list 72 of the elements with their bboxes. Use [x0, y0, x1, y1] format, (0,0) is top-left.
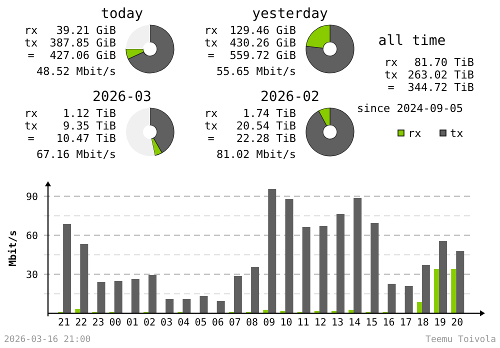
x-tick-label: 00 — [109, 317, 122, 328]
text: rx — [204, 107, 218, 120]
chart-title: yesterday — [252, 6, 328, 22]
y-tick-label: 60 — [26, 230, 38, 242]
text: 48.52 Mbit/s — [36, 65, 116, 78]
x-tick-label: 09 — [263, 317, 276, 328]
text: rx — [384, 56, 398, 69]
y-tick-label: 90 — [26, 192, 38, 203]
text: 1.12 TiB — [63, 107, 116, 120]
y-tick-label: 30 — [26, 270, 38, 281]
text: tx — [204, 120, 218, 132]
x-tick-label: 20 — [451, 317, 464, 328]
text: 344.72 TiB — [408, 81, 474, 94]
text: rx — [24, 107, 38, 120]
text: 2026-03-16 21:00 — [4, 335, 91, 345]
x-tick-label: 03 — [160, 317, 173, 328]
text: tx — [204, 36, 218, 50]
text: 263.02 TiB — [408, 68, 474, 82]
text: 387.85 GiB — [50, 36, 116, 50]
text: = — [208, 132, 215, 145]
x-tick-label: 13 — [331, 317, 344, 328]
text: 559.72 GiB — [230, 49, 296, 62]
text: tx — [24, 36, 38, 50]
x-tick-label: 07 — [228, 317, 241, 328]
text: 9.35 TiB — [63, 120, 116, 132]
chart-title: 2026-03 — [92, 89, 152, 105]
text: 81.70 TiB — [414, 56, 474, 69]
x-tick-label: 11 — [297, 317, 310, 328]
x-tick-label: 08 — [246, 317, 258, 328]
text: rx — [204, 24, 218, 37]
text: 67.16 Mbit/s — [36, 148, 116, 161]
text: 430.26 GiB — [230, 36, 296, 50]
legend-label: rx — [408, 127, 422, 140]
text: Teemu Toivola — [426, 335, 496, 345]
text: = — [28, 49, 35, 62]
text: 10.47 TiB — [56, 132, 116, 145]
x-tick-label: 22 — [75, 317, 88, 328]
text: 22.28 TiB — [236, 132, 296, 145]
text: = — [388, 81, 395, 94]
text: 427.06 GiB — [50, 49, 116, 62]
x-tick-label: 10 — [280, 317, 292, 328]
x-tick-label: 04 — [178, 317, 190, 328]
text: 55.65 Mbit/s — [216, 65, 296, 78]
chart-title: today — [100, 6, 144, 22]
x-tick-label: 06 — [212, 317, 224, 328]
text: all time — [378, 33, 446, 49]
text: 129.46 GiB — [230, 24, 296, 37]
text: = — [28, 132, 35, 145]
x-tick-label: 18 — [416, 317, 429, 328]
x-tick-label: 19 — [434, 317, 446, 328]
text: 39.21 GiB — [56, 24, 116, 37]
text: rx — [24, 24, 38, 37]
x-tick-label: 16 — [382, 317, 395, 328]
x-tick-label: 15 — [366, 317, 378, 328]
x-tick-label: 02 — [143, 317, 156, 328]
x-tick-label: 23 — [92, 317, 104, 328]
text: tx — [24, 120, 38, 132]
text: 81.02 Mbit/s — [216, 148, 296, 161]
text: since 2024-09-05 — [357, 102, 463, 115]
x-tick-label: 21 — [58, 317, 70, 328]
x-tick-label: 17 — [400, 317, 412, 328]
x-tick-label: 01 — [126, 317, 138, 328]
text: = — [208, 49, 215, 62]
chart-title: 2026-02 — [260, 89, 320, 105]
text: tx — [384, 68, 398, 82]
x-tick-label: 12 — [314, 317, 326, 328]
x-tick-label: 14 — [348, 317, 361, 328]
legend-label: tx — [450, 127, 464, 140]
y-axis-title: Mbit/s — [7, 230, 19, 266]
text: 1.74 TiB — [243, 107, 296, 120]
x-tick-label: 05 — [194, 317, 207, 328]
text: 20.54 TiB — [236, 120, 296, 132]
